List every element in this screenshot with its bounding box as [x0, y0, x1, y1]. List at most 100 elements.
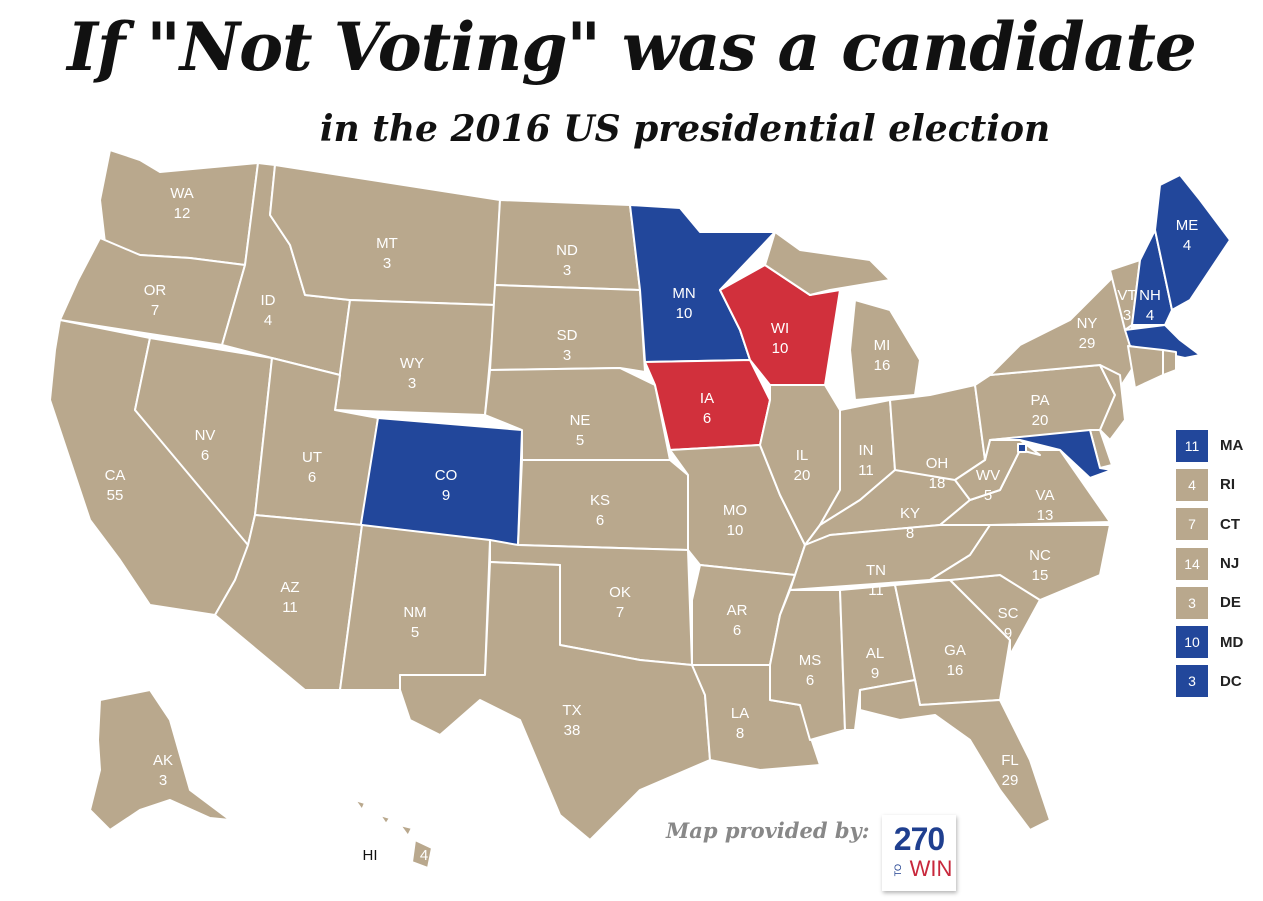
state-shape[interactable]: [1131, 229, 1173, 326]
legend-item-dc[interactable]: 3 DC: [1176, 662, 1243, 701]
state-ri[interactable]: [1162, 349, 1177, 376]
state-votes-label: 3: [563, 262, 571, 279]
state-shape[interactable]: [399, 824, 413, 837]
state-ak[interactable]: [89, 689, 231, 831]
legend-item-md[interactable]: 10 MD: [1176, 622, 1243, 661]
state-votes-label: 3: [159, 772, 167, 789]
state-fl[interactable]: [859, 679, 1051, 831]
state-shape[interactable]: [379, 814, 391, 825]
state-shape[interactable]: [1162, 349, 1177, 376]
state-abbr-label: AR: [727, 602, 748, 619]
state-abbr-label: OR: [144, 282, 167, 299]
state-abbr-label: GA: [944, 642, 966, 659]
logo-win: WIN: [909, 856, 953, 881]
state-shape[interactable]: [1099, 364, 1126, 441]
state-votes-label: 7: [616, 604, 624, 621]
state-shape[interactable]: [849, 299, 921, 401]
state-md[interactable]: [989, 429, 1113, 479]
state-abbr-label: IL: [796, 447, 809, 464]
legend-item-nj[interactable]: 14 NJ: [1176, 544, 1243, 583]
state-sd[interactable]: [489, 284, 646, 373]
state-votes-label: 4: [420, 847, 428, 864]
state-abbr-label: WY: [400, 355, 424, 372]
state-mi[interactable]: [764, 231, 921, 401]
title: If "Not Voting" was a candidate: [67, 8, 1197, 86]
legend-state-label: MA: [1220, 437, 1244, 455]
state-abbr-label: HI: [363, 847, 378, 864]
state-votes-label: 4: [1146, 307, 1154, 324]
state-votes-label: 3: [563, 347, 571, 364]
state-votes-label: 13: [1037, 507, 1054, 524]
legend-item-de[interactable]: 3 DE: [1176, 583, 1243, 622]
state-votes-label: 29: [1002, 772, 1019, 789]
state-shape[interactable]: [1017, 443, 1027, 453]
state-votes-label: 8: [906, 525, 914, 542]
state-shape[interactable]: [859, 679, 1051, 831]
state-abbr-label: NE: [570, 412, 591, 429]
state-votes-label: 9: [871, 665, 879, 682]
state-votes-label: 5: [984, 487, 992, 504]
logo-number: 270: [893, 821, 945, 857]
state-votes-label: 20: [794, 467, 811, 484]
state-shape[interactable]: [354, 799, 366, 811]
state-abbr-label: CA: [105, 467, 126, 484]
state-ct[interactable]: [1127, 345, 1164, 389]
state-shape[interactable]: [411, 839, 433, 869]
legend-item-ct[interactable]: 7 CT: [1176, 505, 1243, 544]
legend-state-label: DE: [1220, 594, 1241, 612]
state-shape[interactable]: [1127, 345, 1164, 389]
state-dc[interactable]: [1017, 443, 1027, 453]
state-abbr-label: MO: [723, 502, 747, 519]
state-votes-label: 6: [806, 672, 814, 689]
state-abbr-label: NV: [195, 427, 216, 444]
state-shape[interactable]: [929, 524, 1111, 601]
state-abbr-label: ID: [261, 292, 276, 309]
state-abbr-label: OH: [926, 455, 949, 472]
state-abbr-label: TN: [866, 562, 886, 579]
state-shape[interactable]: [489, 284, 646, 373]
state-votes-label: 3: [408, 375, 416, 392]
state-abbr-label: UT: [302, 449, 322, 466]
legend-state-label: MD: [1220, 633, 1244, 651]
270towin-logo[interactable]: 270 TO WIN: [882, 815, 956, 891]
state-abbr-label: FL: [1001, 752, 1019, 769]
legend-votes-box: 7: [1176, 508, 1208, 541]
state-abbr-label: ND: [556, 242, 578, 259]
state-votes-label: 20: [1032, 412, 1049, 429]
legend-state-label: NJ: [1220, 555, 1240, 573]
state-abbr-label: AZ: [280, 579, 299, 596]
state-votes-label: 5: [576, 432, 584, 449]
state-shape[interactable]: [1154, 174, 1231, 311]
state-abbr-label: AK: [153, 752, 173, 769]
state-abbr-label: WI: [771, 320, 789, 337]
legend-votes-box: 10: [1176, 626, 1208, 659]
state-abbr-label: IN: [859, 442, 874, 459]
legend-item-ma[interactable]: 11 MA: [1176, 426, 1243, 465]
state-nh[interactable]: [1131, 229, 1173, 326]
legend-votes-box: 3: [1176, 665, 1208, 698]
state-votes-label: 6: [733, 622, 741, 639]
state-shape[interactable]: [764, 231, 891, 296]
state-votes-label: 15: [1032, 567, 1049, 584]
state-shape[interactable]: [89, 689, 231, 831]
state-votes-label: 6: [308, 469, 316, 486]
state-votes-label: 4: [1183, 237, 1191, 254]
credit-text: Map provided by:: [666, 818, 870, 843]
state-abbr-label: VT: [1117, 287, 1136, 304]
state-abbr-label: ME: [1176, 217, 1199, 234]
state-votes-label: 10: [727, 522, 744, 539]
state-votes-label: 16: [874, 357, 891, 374]
state-nj[interactable]: [1099, 364, 1126, 441]
state-hi[interactable]: [354, 799, 433, 869]
state-nc[interactable]: [929, 524, 1111, 601]
state-shape[interactable]: [989, 429, 1113, 479]
state-votes-label: 3: [383, 255, 391, 272]
state-abbr-label: NY: [1077, 315, 1098, 332]
state-votes-label: 8: [736, 725, 744, 742]
state-shape[interactable]: [399, 561, 711, 841]
state-tx[interactable]: [399, 561, 711, 841]
state-abbr-label: MN: [672, 285, 695, 302]
legend-item-ri[interactable]: 4 RI: [1176, 465, 1243, 504]
state-me[interactable]: [1154, 174, 1231, 311]
